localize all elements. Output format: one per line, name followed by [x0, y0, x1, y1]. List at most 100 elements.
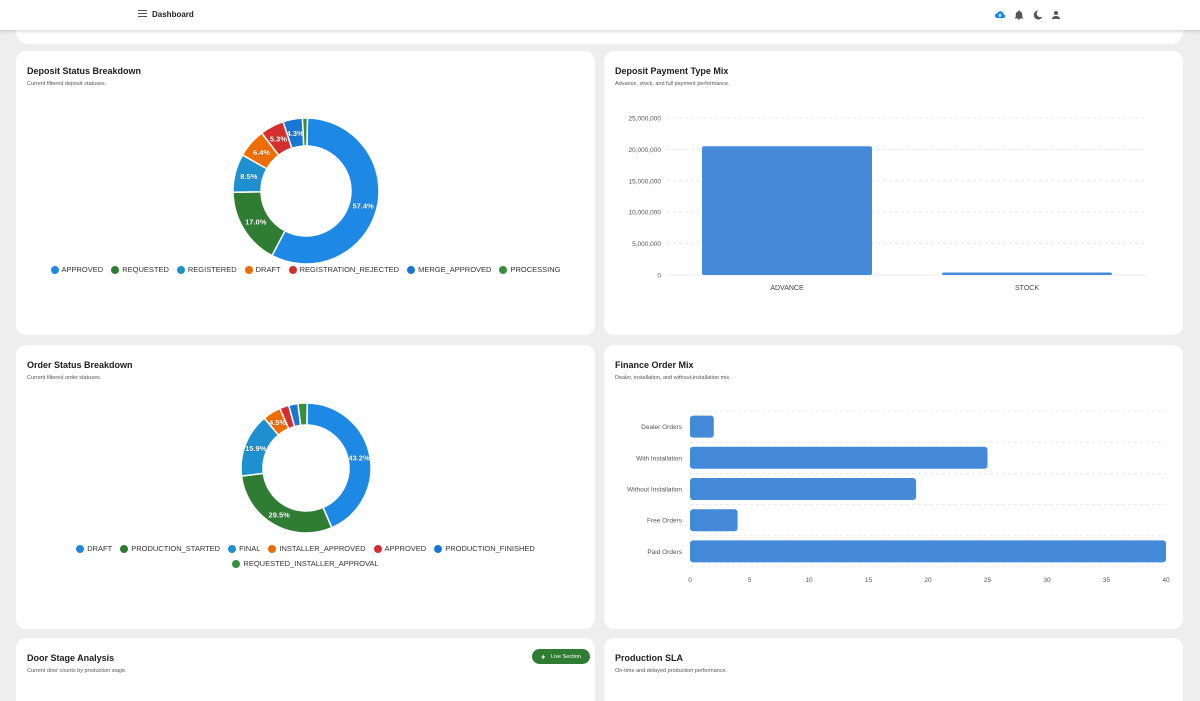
- bar-paid-orders[interactable]: [690, 540, 1166, 563]
- menu-icon[interactable]: [138, 10, 147, 19]
- legend-label: REQUESTED_INSTALLER_APPROVAL: [243, 559, 379, 568]
- card-title: Deposit Status Breakdown: [27, 66, 142, 76]
- legend-label: FINAL: [239, 544, 261, 553]
- bell-icon[interactable]: [1013, 9, 1025, 21]
- y-tick-label: Paid Orders: [647, 549, 682, 556]
- cloud-upload-icon[interactable]: [994, 9, 1006, 21]
- x-tick-label: 15: [865, 577, 873, 584]
- page-title: Dashboard: [152, 10, 194, 19]
- x-tick-label: 35: [1103, 577, 1111, 584]
- slice-label: 4.3%: [287, 129, 304, 138]
- production-sla-card: Production SLA On-time and delayed produ…: [604, 638, 1183, 701]
- person-icon[interactable]: [1050, 9, 1062, 21]
- donut-slice-processing[interactable]: [301, 117, 309, 147]
- legend-item[interactable]: PROCESSING: [499, 265, 560, 274]
- card-title: Deposit Payment Type Mix: [615, 66, 729, 76]
- legend-item[interactable]: APPROVED: [50, 265, 103, 274]
- legend-dot: [50, 265, 59, 274]
- legend-item[interactable]: REGISTERED: [176, 265, 237, 274]
- legend-dot: [244, 265, 253, 274]
- legend-item[interactable]: DRAFT: [76, 544, 112, 553]
- legend-item[interactable]: APPROVED: [373, 544, 426, 553]
- legend-dot: [232, 559, 241, 568]
- bar-free-orders[interactable]: [690, 509, 738, 532]
- top-app-bar: Dashboard: [0, 0, 1200, 30]
- legend-item[interactable]: PRODUCTION_STARTED: [120, 544, 220, 553]
- slice-label: 5.3%: [270, 135, 287, 144]
- y-tick-label: 0: [657, 273, 661, 280]
- legend-item[interactable]: PRODUCTION_FINISHED: [434, 544, 535, 553]
- y-tick-label: Dealer Orders: [641, 424, 683, 431]
- x-tick-label: 10: [805, 577, 813, 584]
- legend-dot: [373, 544, 382, 553]
- x-tick-label: ADVANCE: [770, 285, 804, 292]
- legend-label: PRODUCTION_STARTED: [131, 544, 221, 553]
- y-tick-label: 10,000,000: [628, 210, 661, 217]
- legend-dot: [434, 544, 443, 553]
- legend-item[interactable]: REQUESTED_INSTALLER_APPROVAL: [232, 559, 379, 568]
- legend-label: DRAFT: [255, 265, 281, 274]
- deposit-donut-chart: 57.4% 17.0% 8.5% 6.4%5.3%4.3%: [232, 117, 380, 265]
- legend-label: REQUESTED: [122, 265, 169, 274]
- slice-label: 8.5%: [240, 172, 257, 181]
- legend-label: DRAFT: [87, 544, 113, 553]
- legend-dot: [268, 544, 277, 553]
- order-donut-chart: 43.2% 29.5% 15.9% 4.5%: [240, 402, 372, 534]
- bar-dealer-orders[interactable]: [690, 415, 714, 438]
- bar-without-installation[interactable]: [690, 478, 917, 500]
- finance-bar-chart: 0 5 10 15 20 25 30 35 40 Dealer Orders With Instal…: [627, 410, 1170, 584]
- x-tick-label: 5: [748, 577, 752, 584]
- legend-item[interactable]: FINAL: [228, 544, 260, 553]
- legend-label: MERGE_APPROVED: [418, 265, 492, 274]
- slice-label: 29.5%: [269, 511, 291, 520]
- x-tick-label: 0: [688, 577, 692, 584]
- legend-item[interactable]: INSTALLER_APPROVED: [268, 544, 366, 553]
- legend-label: INSTALLER_APPROVED: [279, 544, 366, 553]
- legend-dot: [407, 265, 416, 274]
- card-title: Finance Order Mix: [615, 360, 694, 370]
- slice-label: 57.4%: [352, 202, 374, 211]
- deposit-status-card: Deposit Status Breakdown Current filtere…: [16, 51, 595, 335]
- bar-advance[interactable]: [702, 146, 872, 275]
- y-tick-label: 25,000,000: [628, 116, 661, 123]
- slice-label: 6.4%: [253, 148, 270, 157]
- x-tick-label: 30: [1043, 577, 1051, 584]
- order-legend: DRAFT PRODUCTION_STARTED FINAL INSTALLER_AP…: [76, 544, 535, 568]
- payment-bar-chart: 0 5,000,000 10,000,000 15,000,000 20,000,000…: [628, 116, 1147, 292]
- bolt-icon: [541, 653, 546, 660]
- x-tick-label: 20: [924, 577, 932, 584]
- payment-type-card: Deposit Payment Type Mix Advance, stock,…: [604, 51, 1183, 335]
- card-title: Production SLA: [615, 653, 683, 663]
- legend-label: PRODUCTION_FINISHED: [445, 544, 535, 553]
- bar-with-installation[interactable]: [690, 446, 988, 469]
- legend-label: REGISTRATION_REJECTED: [299, 265, 400, 274]
- donut-slice-production-started[interactable]: [240, 472, 333, 534]
- door-stage-card: Door Stage Analysis Current door counts …: [16, 638, 595, 701]
- donut-slice-requested-installer-approval[interactable]: [297, 402, 309, 427]
- y-tick-label: 5,000,000: [632, 241, 661, 248]
- card-title: Door Stage Analysis: [27, 653, 115, 663]
- legend-item[interactable]: REQUESTED: [111, 265, 169, 274]
- donut-slice-approved[interactable]: [270, 117, 380, 265]
- legend-item[interactable]: REGISTRATION_REJECTED: [288, 265, 400, 274]
- card-title: Order Status Breakdown: [27, 360, 133, 370]
- legend-dot: [228, 544, 237, 553]
- badge-label: Live Section: [551, 653, 581, 660]
- x-tick-label: STOCK: [1015, 285, 1039, 292]
- deposit-legend: APPROVED REQUESTED REGISTERED DRAFT REGISTRA…: [16, 265, 595, 274]
- moon-icon[interactable]: [1032, 9, 1044, 21]
- x-tick-label: 25: [984, 577, 992, 584]
- y-tick-label: With Installation: [636, 455, 682, 462]
- y-tick-label: Without Installation: [627, 487, 682, 494]
- legend-item[interactable]: MERGE_APPROVED: [407, 265, 491, 274]
- y-tick-label: Free Orders: [647, 518, 683, 525]
- legend-dot: [111, 265, 120, 274]
- card-subtitle: Current filtered order statuses.: [27, 375, 102, 381]
- donut-slice-draft[interactable]: [306, 402, 372, 529]
- bar-stock[interactable]: [942, 272, 1112, 275]
- live-section-badge[interactable]: Live Section: [532, 649, 590, 664]
- legend-item[interactable]: DRAFT: [244, 265, 281, 274]
- legend-dot: [120, 544, 129, 553]
- y-tick-label: 15,000,000: [628, 178, 661, 185]
- card-subtitle: Dealer, installation, and without-instal…: [615, 375, 731, 381]
